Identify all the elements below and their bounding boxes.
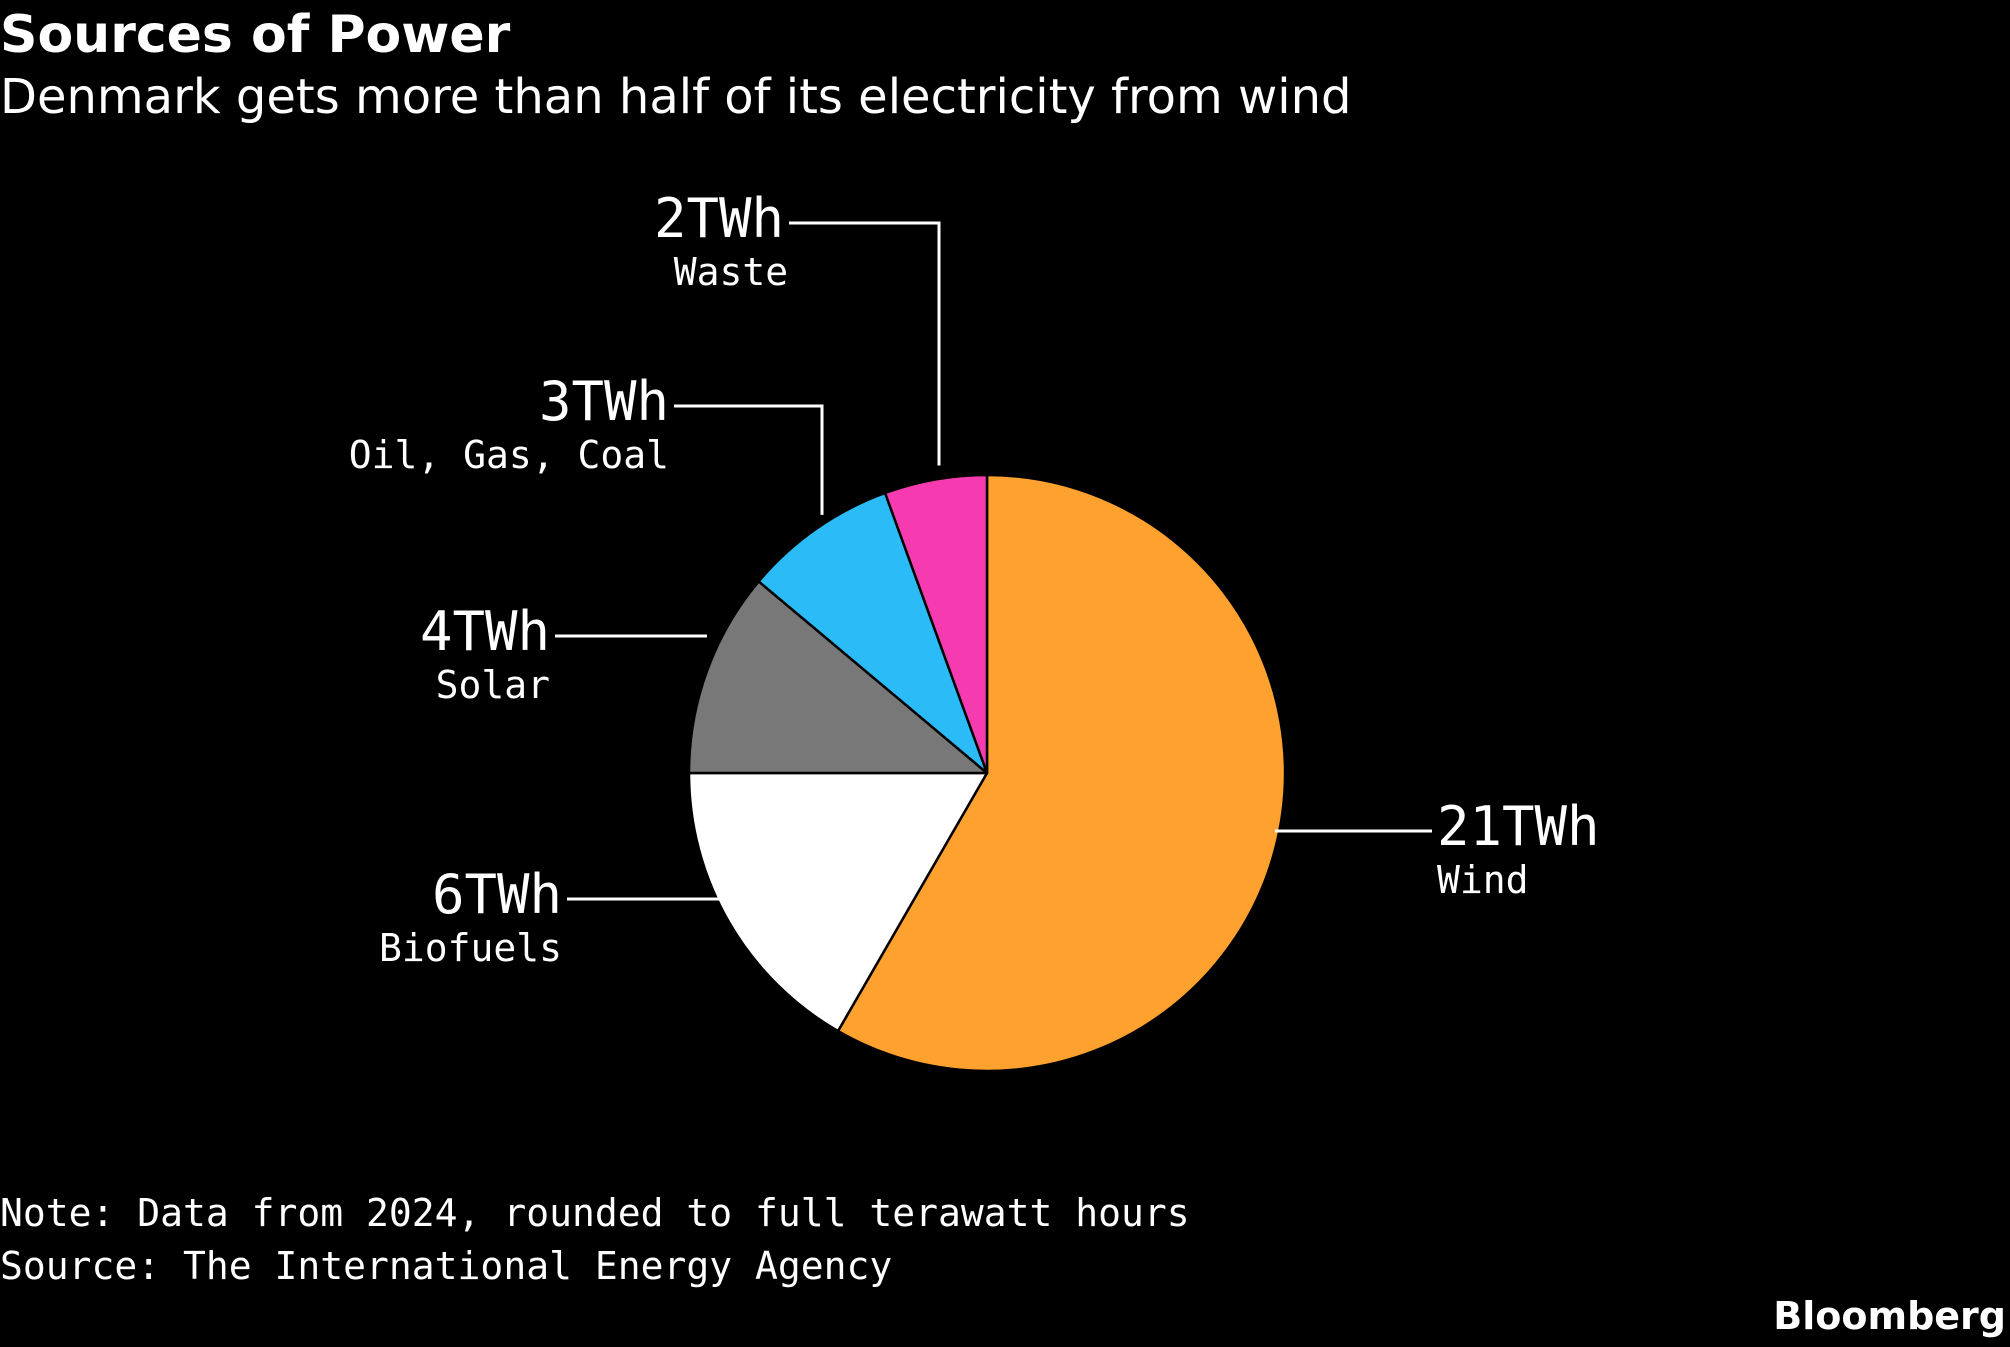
name-label-oil-gas-coal: Oil, Gas, Coal [349, 433, 669, 477]
value-label-waste: 2TWh [654, 187, 784, 250]
leader-line-oil-gas-coal [674, 404, 824, 515]
leader-line-waste [789, 221, 941, 466]
value-label-wind: 21TWh [1437, 795, 1600, 858]
chart-subtitle: Denmark gets more than half of its elect… [0, 69, 1352, 125]
value-label-solar: 4TWh [420, 600, 550, 663]
value-label-biofuels: 6TWh [432, 863, 562, 926]
value-label-oil-gas-coal: 3TWh [539, 370, 669, 433]
chart-source: Source: The International Energy Agency [0, 1244, 893, 1288]
chart-note: Note: Data from 2024, rounded to full te… [0, 1191, 1190, 1235]
pie-slice-biofuels [687, 771, 989, 1033]
name-label-solar: Solar [436, 663, 550, 707]
pie-slices [687, 473, 1287, 1073]
pie-slice-oil-gas-coal [757, 491, 989, 775]
bloomberg-logo: Bloomberg [1773, 1294, 2006, 1338]
pie-slice-waste [883, 473, 989, 775]
name-label-waste: Waste [674, 250, 788, 294]
pie-slice-solar [687, 580, 989, 775]
name-label-biofuels: Biofuels [379, 926, 562, 970]
chart-title: Sources of Power [0, 5, 511, 65]
name-label-wind: Wind [1437, 858, 1529, 902]
pie-slice-wind [836, 473, 1287, 1073]
